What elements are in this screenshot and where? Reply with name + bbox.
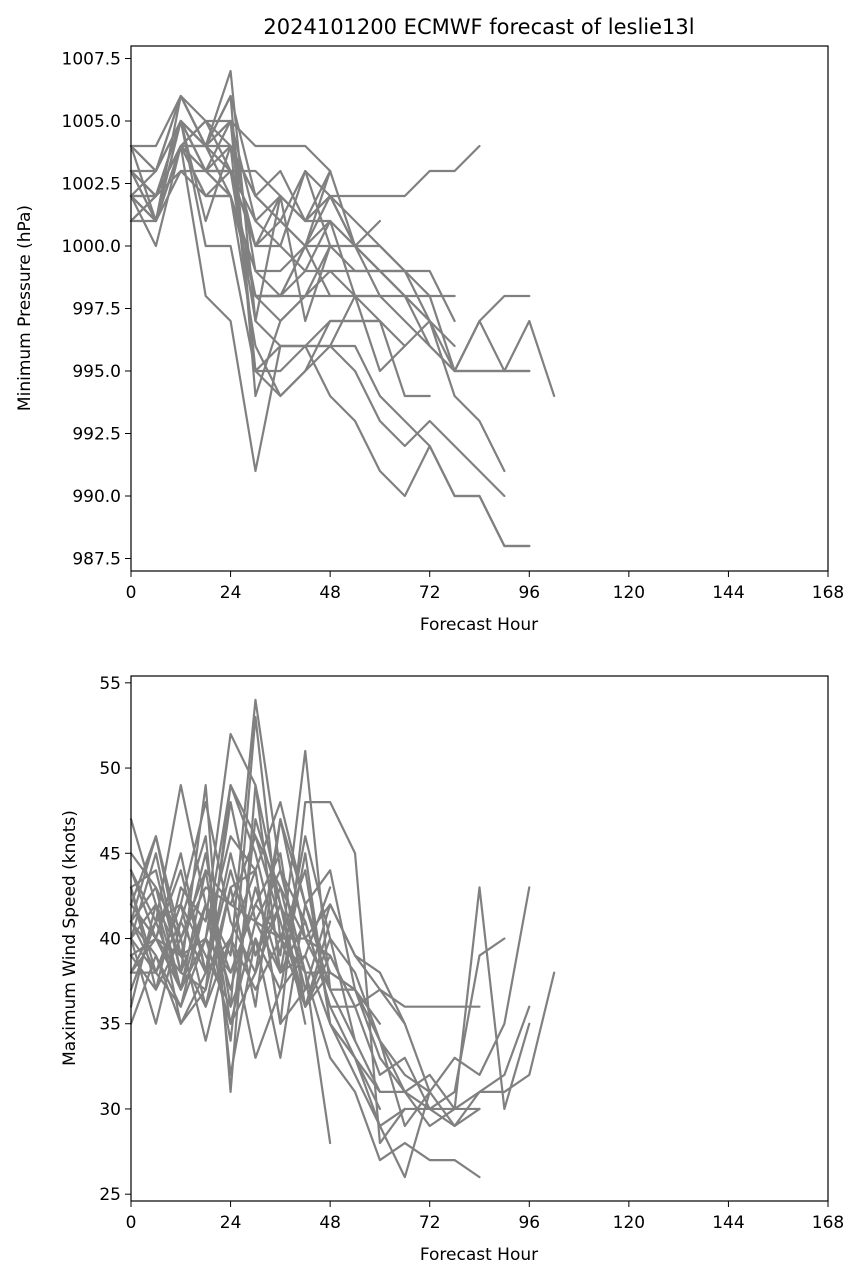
pressure-series-line-21 <box>129 144 332 298</box>
wind-y-tick-label: 45 <box>99 844 121 864</box>
wind-series-line-21 <box>129 835 332 1076</box>
pressure-y-tick-label: 1005.0 <box>62 112 121 132</box>
wind-y-ticks: 25 30 35 40 45 50 55 <box>99 674 131 1205</box>
wind-chart: 0 24 48 72 96 120 144 168 25 30 35 40 45 50 55 Foreca… <box>60 674 844 1265</box>
pressure-x-ticks: 0 24 48 72 96 120 144 168 <box>126 571 844 603</box>
pressure-x-tick-label: 144 <box>712 583 744 603</box>
wind-series-line-18 <box>129 715 357 1008</box>
wind-x-tick-label: 96 <box>518 1213 540 1233</box>
wind-x-axis-label: Forecast Hour <box>420 1245 538 1265</box>
wind-x-tick-label: 144 <box>712 1213 744 1233</box>
pressure-y-tick-label: 1007.5 <box>62 50 121 70</box>
wind-series-line-26 <box>129 818 307 1042</box>
pressure-series-line-19 <box>129 144 382 323</box>
wind-y-tick-label: 25 <box>99 1185 121 1205</box>
pressure-x-tick-label: 48 <box>319 583 341 603</box>
pressure-x-tick-label: 96 <box>518 583 540 603</box>
wind-y-axis-label: Maximum Wind Speed (knots) <box>60 810 80 1066</box>
pressure-series-line-17 <box>129 119 456 323</box>
wind-x-tick-label: 0 <box>126 1213 137 1233</box>
pressure-y-ticks: 987.5 990.0 992.5 995.0 997.5 1000.0 1002.5 100… <box>62 50 131 570</box>
wind-x-tick-label: 24 <box>220 1213 242 1233</box>
pressure-y-axis-label: Minimum Pressure (hPa) <box>15 205 35 411</box>
pressure-y-tick-label: 995.0 <box>72 362 121 382</box>
wind-series-line-24 <box>129 783 282 1094</box>
wind-series-line-16 <box>129 801 382 1094</box>
wind-series-line-6 <box>129 698 506 1111</box>
wind-y-tick-label: 30 <box>99 1100 121 1120</box>
pressure-series-line-20 <box>129 69 332 323</box>
pressure-y-tick-label: 990.0 <box>72 487 121 507</box>
wind-series-line-7 <box>129 783 481 1111</box>
pressure-y-tick-label: 992.5 <box>72 425 121 445</box>
pressure-series-line-10 <box>129 144 506 498</box>
wind-y-tick-label: 50 <box>99 759 121 779</box>
pressure-series-line-16 <box>129 144 456 298</box>
pressure-x-axis-label: Forecast Hour <box>420 615 538 635</box>
pressure-series-line-9 <box>129 119 531 548</box>
wind-x-tick-label: 120 <box>613 1213 645 1233</box>
wind-x-ticks: 0 24 48 72 96 120 144 168 <box>126 1201 844 1233</box>
wind-x-tick-label: 72 <box>419 1213 441 1233</box>
pressure-x-tick-label: 0 <box>126 583 137 603</box>
pressure-x-tick-label: 120 <box>613 583 645 603</box>
pressure-plot-area <box>129 69 556 548</box>
pressure-y-tick-label: 987.5 <box>72 550 121 570</box>
pressure-y-tick-label: 1000.0 <box>62 237 121 257</box>
pressure-y-tick-label: 1002.5 <box>62 175 121 195</box>
wind-y-tick-label: 40 <box>99 930 121 950</box>
pressure-x-tick-label: 72 <box>419 583 441 603</box>
wind-series-line-25 <box>129 835 307 1025</box>
pressure-chart: 2024101200 ECMWF forecast of leslie13l 0… <box>15 15 844 635</box>
wind-x-tick-label: 168 <box>812 1213 844 1233</box>
wind-series-line-13 <box>129 869 406 1025</box>
pressure-series-line-24 <box>129 94 382 373</box>
chart-title: 2024101200 ECMWF forecast of leslie13l <box>263 15 694 39</box>
pressure-series-line-23 <box>129 144 332 298</box>
wind-y-tick-label: 35 <box>99 1015 121 1035</box>
wind-series-line-23 <box>129 886 332 1059</box>
pressure-x-tick-label: 168 <box>812 583 844 603</box>
wind-series-line-15 <box>129 852 382 1025</box>
wind-x-tick-label: 48 <box>319 1213 341 1233</box>
wind-y-tick-label: 55 <box>99 674 121 694</box>
wind-plot-area <box>129 698 556 1179</box>
pressure-y-tick-label: 997.5 <box>72 300 121 320</box>
pressure-series-line-22 <box>129 119 332 223</box>
pressure-x-tick-label: 24 <box>220 583 242 603</box>
